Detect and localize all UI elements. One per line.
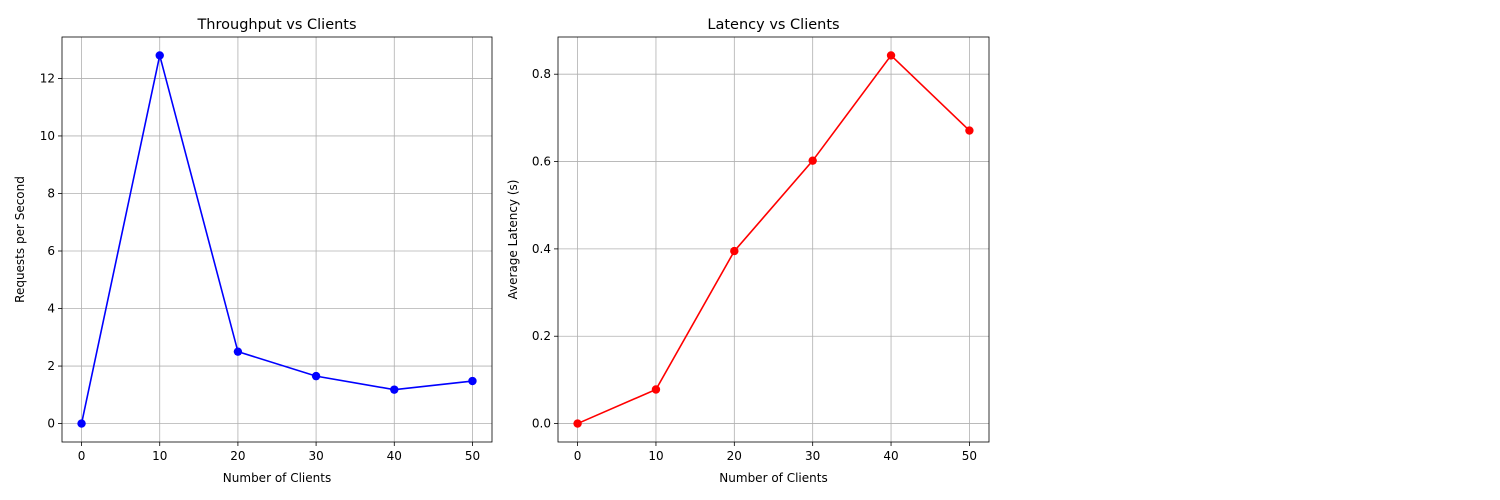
data-point <box>311 371 321 381</box>
y-tick-label: 0.0 <box>532 417 551 431</box>
x-tick-label: 50 <box>465 449 480 463</box>
y-tick-label: 12 <box>40 71 55 85</box>
data-point <box>808 156 817 165</box>
y-tick-label: 0.4 <box>532 242 551 256</box>
x-axis-label: Number of Clients <box>223 471 331 485</box>
y-tick-label: 0 <box>47 417 55 431</box>
y-tick-label: 0.8 <box>532 67 551 81</box>
data-point <box>573 419 582 428</box>
data-point <box>77 419 86 428</box>
x-tick-label: 20 <box>230 449 245 463</box>
y-tick-label: 0.2 <box>532 329 551 343</box>
data-point <box>965 126 974 135</box>
chart-title: Latency vs Clients <box>707 17 839 33</box>
x-tick-label: 40 <box>883 449 898 463</box>
x-tick-label: 30 <box>805 449 820 463</box>
data-point <box>651 385 661 394</box>
data-point <box>730 246 739 256</box>
x-axis-label: Number of Clients <box>719 471 827 485</box>
y-tick-label: 0.6 <box>532 155 551 169</box>
x-tick-label: 0 <box>78 449 86 463</box>
y-axis-label: Average Latency (s) <box>506 180 520 300</box>
y-tick-label: 8 <box>47 186 55 200</box>
y-tick-label: 4 <box>47 302 55 316</box>
x-tick-label: 0 <box>574 449 582 463</box>
grid <box>62 37 492 442</box>
data-point <box>886 51 896 60</box>
throughput-chart: Throughput vs Clients 0 10 20 30 40 50 0 2 4 6 8 10… <box>13 17 493 485</box>
x-tick-label: 30 <box>308 449 323 463</box>
x-tick-label: 20 <box>727 449 742 463</box>
plot-area <box>557 36 990 443</box>
x-tick-label: 10 <box>152 449 167 463</box>
plot-area <box>61 36 493 443</box>
data-point <box>233 347 243 356</box>
data-point <box>390 385 399 394</box>
y-axis-label: Requests per Second <box>13 176 27 303</box>
x-tick-label: 40 <box>387 449 402 463</box>
x-tick-label: 10 <box>648 449 663 463</box>
x-tick-label: 50 <box>962 449 977 463</box>
data-point <box>155 51 164 60</box>
ticks: 0 10 20 30 40 50 0.0 0.2 0.4 0.6 0.8 <box>532 67 977 463</box>
series <box>573 51 974 428</box>
series-line <box>577 54 970 425</box>
data-point <box>468 376 477 386</box>
series <box>77 51 477 428</box>
y-tick-label: 6 <box>47 244 55 258</box>
grid <box>558 37 989 442</box>
ticks: 0 10 20 30 40 50 0 2 4 6 8 10 12 <box>40 71 480 463</box>
series-line <box>80 55 473 424</box>
y-tick-label: 2 <box>47 359 55 373</box>
chart-title: Throughput vs Clients <box>196 17 356 33</box>
latency-chart: Latency vs Clients 0 10 20 30 40 500.00.20.40… <box>506 17 990 485</box>
y-tick-label: 10 <box>40 129 55 143</box>
